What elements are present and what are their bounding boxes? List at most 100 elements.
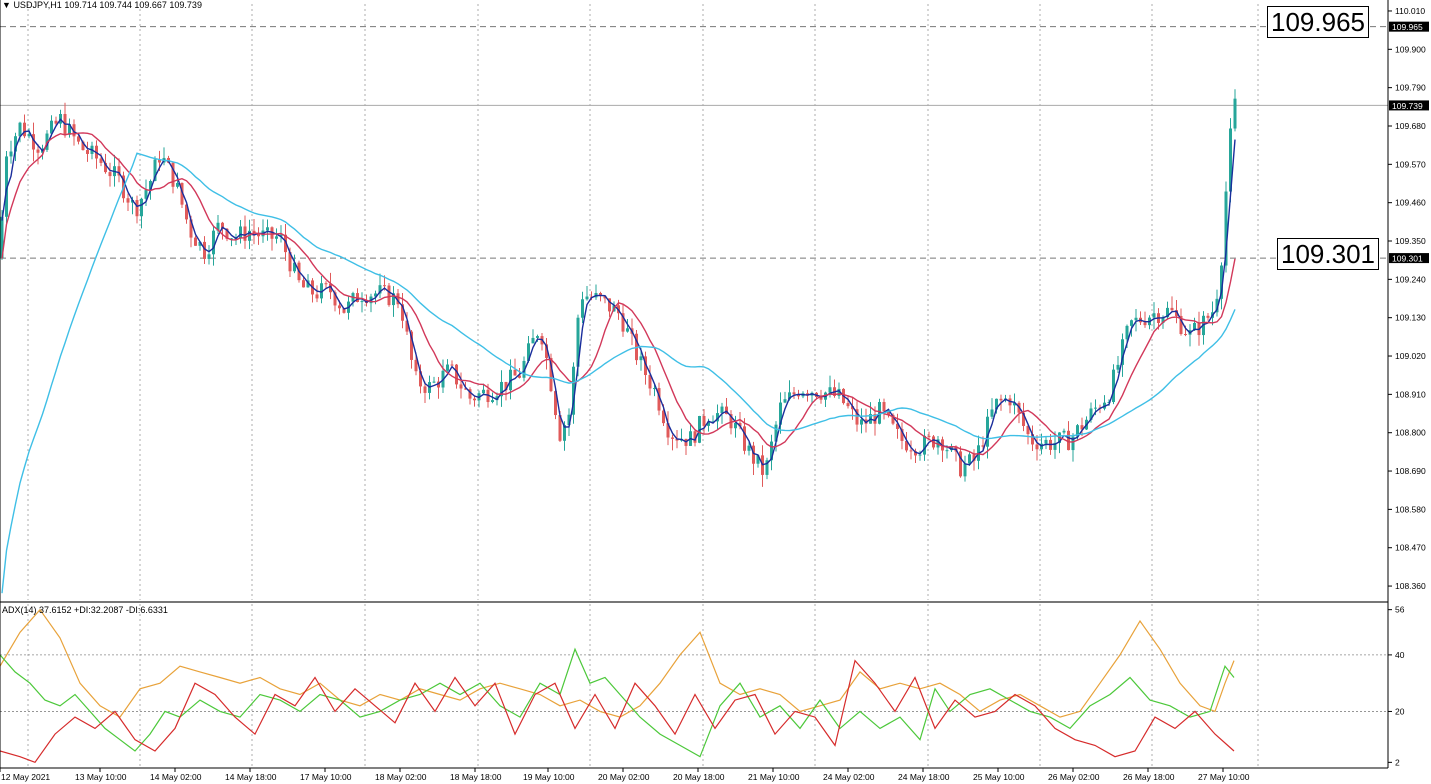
candle-body: [1044, 439, 1048, 444]
candle-body: [243, 226, 247, 241]
adx-y-tick-label: 40: [1395, 650, 1405, 660]
candle-body: [396, 293, 400, 305]
ohlc-values: 109.714 109.744 109.667 109.739: [64, 0, 202, 10]
candle-body: [99, 158, 103, 163]
candle-body: [999, 398, 1003, 401]
candle-body: [1035, 444, 1039, 450]
candle-body: [221, 222, 224, 229]
candle-body: [1013, 402, 1016, 406]
candle-body: [873, 414, 877, 424]
candle-body: [302, 280, 305, 288]
symbol-label: USDJPY,H1: [13, 0, 62, 10]
candle-body: [14, 136, 17, 152]
candle-body: [657, 388, 661, 411]
candle-body: [626, 328, 629, 332]
moving-averages: [1, 118, 1236, 594]
candle-body: [27, 134, 31, 137]
candle-body: [558, 415, 562, 441]
dropdown-triangle-icon[interactable]: ▼: [2, 0, 11, 10]
candle-body: [900, 428, 904, 441]
candle-body: [5, 156, 8, 217]
y-tick-label: 109.350: [1395, 236, 1426, 246]
candle-body: [1071, 436, 1075, 451]
x-tick-label: 24 May 18:00: [898, 772, 950, 782]
candle-body: [104, 162, 107, 173]
candle-body: [32, 134, 35, 150]
candle-body: [410, 331, 413, 360]
candle-body: [1112, 369, 1115, 403]
candle-body: [725, 406, 728, 415]
time-axis[interactable]: 12 May 2021 13 May 10:00 14 May 02:00 14 Ma…: [0, 768, 1250, 782]
candle-body: [414, 359, 418, 372]
candle-body: [1224, 191, 1228, 266]
candle-body: [54, 120, 58, 124]
x-tick-label: 21 May 10:00: [748, 772, 800, 782]
candle-body: [194, 237, 197, 246]
candle-body: [1022, 412, 1025, 426]
adx-lines: [0, 608, 1235, 764]
y-tick-label: 109.130: [1395, 313, 1426, 323]
candle-body: [108, 172, 112, 177]
candle-body: [572, 366, 575, 415]
candle-body: [545, 344, 548, 358]
candle-body: [284, 234, 287, 253]
candle-body: [860, 419, 863, 425]
candle-body: [855, 409, 859, 425]
candle-body: [270, 227, 274, 239]
x-tick-label: 18 May 18:00: [450, 772, 502, 782]
candle-body: [963, 463, 967, 477]
x-tick-label: 26 May 02:00: [1048, 772, 1100, 782]
candle-body: [392, 293, 395, 306]
candle-body: [468, 389, 472, 399]
candle-body: [189, 219, 193, 238]
chart-header: ▼ USDJPY,H1 109.714 109.744 109.667 109.…: [2, 0, 202, 10]
candle-body: [531, 337, 535, 344]
candle-body: [423, 386, 427, 393]
candle-body: [918, 454, 922, 456]
candle-body: [1053, 442, 1057, 450]
candle-body: [576, 317, 580, 367]
y-tick-label: 108.910: [1395, 389, 1426, 399]
x-tick-label: 20 May 02:00: [598, 772, 650, 782]
candle-body: [797, 394, 800, 397]
candle-body: [320, 283, 323, 299]
candle-body: [585, 296, 589, 300]
ma-line: [1, 118, 1236, 466]
candle-body: [819, 397, 823, 400]
candle-body: [374, 293, 377, 297]
candle-body: [23, 122, 26, 137]
y-tick-label: 109.240: [1395, 274, 1426, 284]
y-tick-label: 108.800: [1395, 428, 1426, 438]
candle-body: [1179, 315, 1183, 335]
x-tick-label: 20 May 18:00: [673, 772, 725, 782]
candle-body: [662, 410, 665, 424]
candle-body: [693, 431, 697, 443]
candle-body: [891, 414, 895, 424]
candle-body: [788, 392, 791, 400]
candle-body: [293, 262, 296, 272]
candle-body: [599, 293, 602, 296]
price-axis[interactable]: 110.010 109.900 109.790 109.680 109.570 109.4…: [1388, 6, 1429, 591]
candle-body: [666, 423, 670, 438]
candle-body: [360, 301, 364, 303]
candle-body: [437, 381, 440, 388]
candle-body: [230, 238, 233, 240]
candle-body: [252, 230, 256, 234]
candle-body: [77, 136, 80, 142]
candle-body: [216, 222, 220, 231]
x-tick-label: 13 May 10:00: [75, 772, 127, 782]
candle-body: [549, 357, 553, 392]
candle-body: [923, 435, 926, 455]
candle-body: [207, 254, 211, 259]
candle-body: [563, 425, 566, 441]
candle-body: [648, 375, 652, 389]
candle-body: [342, 308, 346, 313]
y-tick-label: 108.360: [1395, 581, 1426, 591]
candle-body: [18, 122, 22, 137]
candle-body: [972, 454, 976, 461]
candle-body: [909, 450, 913, 452]
candle-body: [315, 294, 319, 299]
candle-body: [765, 460, 769, 475]
